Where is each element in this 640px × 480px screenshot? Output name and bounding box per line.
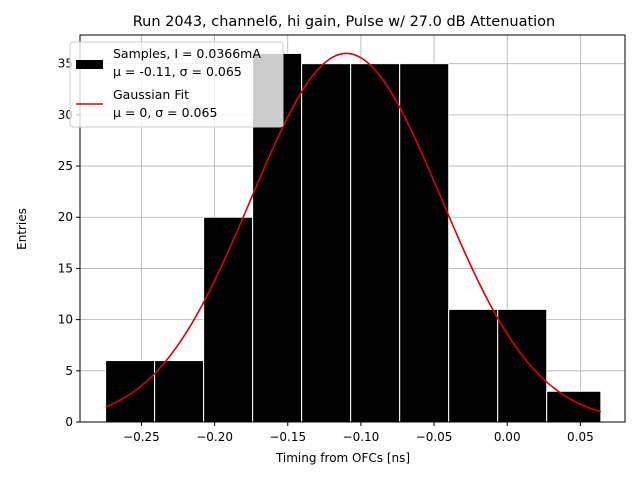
x-tick-label: 0.00 bbox=[494, 430, 521, 444]
x-tick-label: −0.25 bbox=[123, 430, 160, 444]
y-tick-label: 10 bbox=[58, 313, 73, 327]
histogram-bars bbox=[105, 52, 602, 423]
legend-stats-samples: μ = -0.11, σ = 0.065 bbox=[113, 64, 242, 79]
x-axis-label: Timing from OFCs [ns] bbox=[275, 451, 410, 465]
histogram-bar bbox=[350, 63, 401, 423]
y-tick-label: 20 bbox=[58, 210, 73, 224]
x-tick-label: 0.05 bbox=[567, 430, 594, 444]
histogram-bar bbox=[546, 390, 602, 423]
x-tick-label: −0.20 bbox=[196, 430, 233, 444]
y-tick-label: 5 bbox=[65, 364, 73, 378]
x-axis-ticks: −0.25 −0.20 −0.15 −0.10 −0.05 0.00 0.05 bbox=[123, 422, 594, 444]
plot-frame bbox=[79, 34, 626, 423]
legend-label-samples: Samples, I = 0.0366mA bbox=[113, 46, 261, 61]
chart-title: Run 2043, channel6, hi gain, Pulse w/ 27… bbox=[133, 14, 556, 30]
histogram-bar bbox=[399, 63, 450, 423]
y-tick-label: 30 bbox=[58, 108, 73, 122]
histogram-bar bbox=[203, 216, 254, 423]
y-tick-label: 25 bbox=[58, 159, 73, 173]
x-tick-label: −0.05 bbox=[416, 430, 453, 444]
histogram-bar bbox=[448, 308, 499, 423]
legend-box bbox=[69, 41, 284, 128]
x-tick-label: −0.15 bbox=[269, 430, 306, 444]
legend-stats-fit: μ = 0, σ = 0.065 bbox=[113, 105, 217, 120]
y-tick-label: 0 bbox=[65, 415, 73, 429]
histogram-bar bbox=[497, 308, 548, 423]
histogram-bar bbox=[105, 360, 156, 423]
y-tick-label: 35 bbox=[58, 57, 73, 71]
y-axis-label: Entries bbox=[15, 208, 29, 250]
legend-swatch-samples bbox=[76, 60, 103, 69]
x-tick-label: −0.10 bbox=[343, 430, 380, 444]
gaussian-fit-line bbox=[105, 52, 602, 413]
y-tick-label: 15 bbox=[58, 261, 73, 275]
histogram-bar bbox=[154, 360, 205, 423]
histogram-bar bbox=[301, 63, 352, 423]
legend: Samples, I = 0.0366mA μ = -0.11, σ = 0.0… bbox=[69, 41, 284, 128]
legend-label-fit: Gaussian Fit bbox=[113, 87, 189, 102]
y-axis-ticks: 0 5 10 15 20 25 30 35 bbox=[58, 57, 80, 429]
